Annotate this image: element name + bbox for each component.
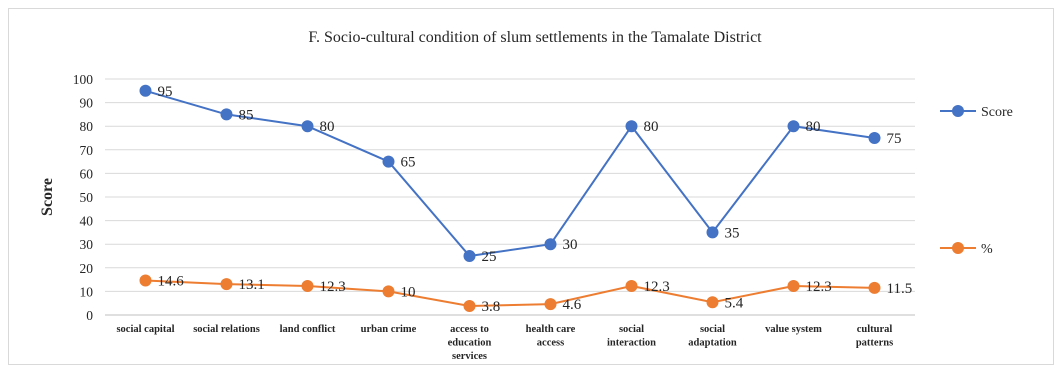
x-tick-label: health care access <box>526 324 576 349</box>
data-label: 12.3 <box>806 279 832 295</box>
y-tick-label: 100 <box>73 72 94 87</box>
data-label: 13.1 <box>239 277 265 293</box>
data-point <box>139 84 152 97</box>
data-point <box>706 296 719 309</box>
y-tick-label: 40 <box>80 214 94 229</box>
data-point <box>544 298 557 311</box>
data-point <box>625 120 638 133</box>
data-point <box>139 274 152 287</box>
x-tick-label: social relations <box>193 324 260 335</box>
data-point <box>544 238 557 251</box>
data-label: 3.8 <box>482 299 501 315</box>
data-point <box>706 226 719 239</box>
data-point <box>382 155 395 168</box>
data-label: 12.3 <box>644 279 670 295</box>
y-tick-label: 30 <box>80 237 94 252</box>
data-point <box>868 281 881 294</box>
y-tick-label: 80 <box>80 119 94 134</box>
data-label: 85 <box>239 107 254 123</box>
legend-label: Score <box>981 105 1013 120</box>
x-tick-label: social capital <box>116 324 174 335</box>
legend-label: % <box>981 242 993 257</box>
x-tick-label: value system <box>765 324 822 335</box>
data-point <box>382 285 395 298</box>
series-group: 95 85 80 65 25 30 80 35 80 75 14.6 13.1 12.3 10 3.8 4.6… <box>139 84 913 315</box>
data-point <box>625 279 638 292</box>
series-line <box>145 279 875 308</box>
y-axis-ticks: 0 10 20 30 40 50 60 70 80 90 100 <box>73 72 94 323</box>
data-label: 10 <box>401 284 416 300</box>
y-tick-label: 10 <box>80 284 94 299</box>
data-point <box>868 132 881 144</box>
x-axis-ticks: social capital social relations land confl… <box>116 324 893 362</box>
data-point <box>463 300 476 313</box>
legend-marker <box>952 242 964 254</box>
data-label: 35 <box>725 225 740 241</box>
data-label: 30 <box>563 237 578 253</box>
gridlines <box>105 78 915 316</box>
series-score: 95 85 80 65 25 30 80 35 80 75 <box>139 84 902 265</box>
data-point <box>220 108 233 121</box>
data-label: 14.6 <box>158 274 185 290</box>
legend-marker <box>952 105 964 117</box>
chart-title: F. Socio-cultural condition of slum sett… <box>308 29 762 46</box>
data-label: 11.5 <box>887 281 913 297</box>
x-tick-label: social interaction <box>607 324 656 349</box>
x-tick-label: access to education services <box>448 324 492 362</box>
series-line <box>145 89 875 258</box>
y-tick-label: 60 <box>80 166 94 181</box>
data-label: 25 <box>482 249 497 265</box>
data-label: 75 <box>887 131 902 147</box>
y-tick-label: 90 <box>80 96 94 111</box>
legend: Score% <box>940 105 1013 257</box>
x-tick-label: urban crime <box>361 324 417 335</box>
data-label: 5.4 <box>725 295 744 311</box>
data-label: 80 <box>320 119 335 135</box>
y-tick-label: 0 <box>86 308 93 323</box>
data-label: 4.6 <box>563 297 582 313</box>
x-tick-label: social adaptation <box>688 324 737 349</box>
y-axis-label: Score <box>39 178 56 216</box>
x-tick-label: cultural patterns <box>856 324 893 349</box>
data-point <box>220 278 233 291</box>
y-tick-label: 50 <box>80 190 94 205</box>
data-point <box>463 250 476 262</box>
data-label: 65 <box>401 155 416 171</box>
data-label: 80 <box>806 119 821 135</box>
y-tick-label: 70 <box>80 143 94 158</box>
legend-item: Score <box>940 105 1013 120</box>
data-point <box>301 120 314 133</box>
data-point <box>787 279 800 292</box>
data-label: 80 <box>644 119 659 135</box>
data-label: 12.3 <box>320 279 346 295</box>
legend-item: % <box>940 242 993 257</box>
data-point <box>787 120 800 133</box>
y-tick-label: 20 <box>80 261 94 276</box>
x-tick-label: land conflict <box>280 324 336 335</box>
data-label: 95 <box>158 84 173 100</box>
series-percent: 14.6 13.1 12.3 10 3.8 4.6 12.3 5.4 12.3 11.5 <box>139 274 913 315</box>
data-point <box>301 279 314 292</box>
